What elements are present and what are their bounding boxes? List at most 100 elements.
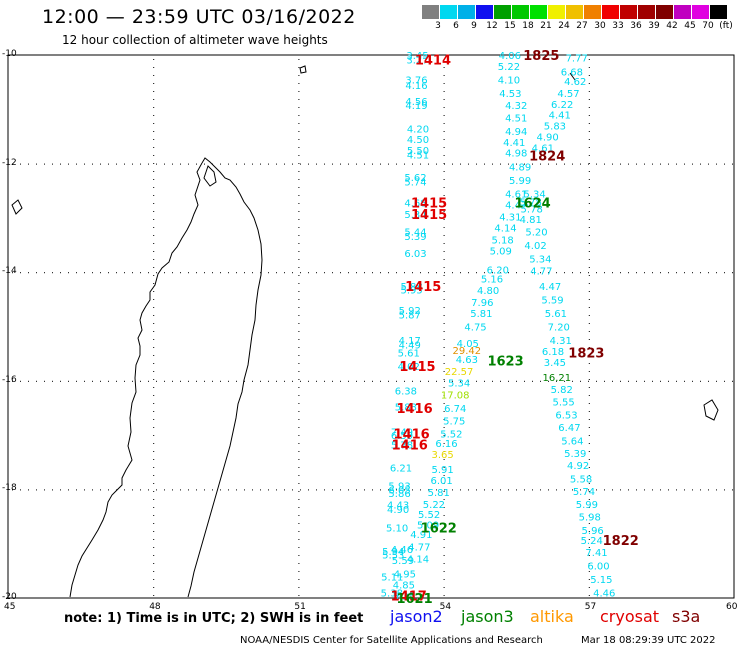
grid-dot — [116, 272, 117, 274]
grid-dot — [356, 489, 357, 491]
grid-dot — [220, 272, 221, 274]
grid-dot — [588, 579, 590, 580]
wave-height-value: 4.90 — [537, 132, 559, 143]
wave-height-value: 5.18 — [492, 236, 514, 247]
grid-dot — [524, 380, 525, 382]
grid-dot — [443, 547, 445, 548]
grid-dot — [348, 272, 349, 274]
grid-dot — [153, 539, 155, 540]
grid-dot — [92, 163, 93, 165]
grid-dot — [588, 123, 590, 124]
grid-dot — [628, 380, 629, 382]
grid-dot — [443, 179, 445, 180]
grid-dot — [153, 523, 155, 524]
colorbar-label: 3 — [435, 21, 441, 31]
grid-dot — [444, 489, 445, 491]
grid-dot — [443, 243, 445, 244]
grid-dot — [156, 272, 157, 274]
grid-dot — [452, 489, 453, 491]
grid-dot — [588, 380, 589, 382]
grid-dot — [298, 403, 300, 404]
grid-dot — [468, 380, 469, 382]
wave-height-value: 6.68 — [561, 67, 583, 78]
grid-dot — [153, 411, 155, 412]
grid-dot — [604, 163, 605, 165]
grid-dot — [668, 272, 669, 274]
grid-dot — [708, 163, 709, 165]
grid-dot — [588, 355, 590, 356]
grid-dot — [668, 163, 669, 165]
grid-dot — [428, 380, 429, 382]
grid-dot — [564, 163, 565, 165]
grid-dot — [356, 380, 357, 382]
wave-height-value: 5.86 — [388, 489, 410, 500]
wave-height-value: 4.41 — [503, 138, 525, 149]
grid-dot — [153, 555, 155, 556]
grid-dot — [298, 363, 300, 364]
grid-dot — [298, 523, 300, 524]
grid-dot — [443, 187, 445, 188]
grid-dot — [524, 163, 525, 165]
grid-dot — [212, 489, 213, 491]
pass-time-label: 1824 — [529, 149, 565, 164]
wave-height-value: 6.47 — [558, 423, 580, 434]
colorbar-swatch — [440, 5, 457, 19]
grid-dot — [156, 489, 157, 491]
grid-dot — [620, 272, 621, 274]
wave-height-value: 4.91 — [410, 530, 432, 541]
grid-dot — [324, 163, 325, 165]
grid-dot — [153, 243, 155, 244]
grid-dot — [443, 387, 445, 388]
grid-dot — [732, 272, 733, 274]
wave-height-value: 5.34 — [523, 189, 545, 200]
grid-dot — [298, 579, 300, 580]
longitude-label: 45 — [4, 602, 16, 612]
grid-dot — [298, 275, 300, 276]
grid-dot — [156, 380, 157, 382]
grid-dot — [492, 272, 493, 274]
wave-height-value: 5.52 — [418, 510, 440, 521]
grid-dot — [636, 272, 637, 274]
grid-dot — [443, 475, 445, 476]
grid-dot — [443, 379, 445, 380]
wave-height-value: 5.39 — [404, 232, 426, 243]
grid-dot — [588, 275, 590, 276]
grid-dot — [324, 380, 325, 382]
wave-height-value: 4.61 — [505, 189, 527, 200]
grid-dot — [604, 489, 605, 491]
grid-dot — [404, 380, 405, 382]
grid-dot — [153, 307, 155, 308]
wave-height-value: 5.82 — [551, 385, 573, 396]
grid-dot — [588, 387, 590, 388]
grid-dot — [44, 489, 45, 491]
grid-dot — [564, 489, 565, 491]
grid-dot — [372, 272, 373, 274]
grid-dot — [228, 489, 229, 491]
colorbar-label: 70 — [702, 21, 714, 31]
grid-dot — [468, 272, 469, 274]
grid-dot — [298, 387, 300, 388]
grid-dot — [412, 489, 413, 491]
grid-dot — [460, 380, 461, 382]
grid-dot — [298, 171, 300, 172]
grid-dot — [588, 499, 590, 500]
grid-dot — [252, 272, 253, 274]
grid-dot — [298, 371, 300, 372]
wave-height-value: 5.10 — [386, 523, 408, 534]
wave-height-value: 6.18 — [542, 347, 564, 358]
grid-dot — [292, 272, 293, 274]
grid-dot — [298, 515, 300, 516]
grid-dot — [348, 380, 349, 382]
wave-height-value: 6.03 — [404, 249, 426, 260]
grid-dot — [572, 272, 573, 274]
grid-dot — [153, 123, 155, 124]
colorbar-label: 42 — [666, 21, 678, 31]
wave-height-value: 5.87 — [399, 311, 421, 322]
grid-dot — [692, 272, 693, 274]
grid-dot — [588, 339, 590, 340]
grid-dot — [443, 491, 445, 492]
grid-dot — [396, 272, 397, 274]
grid-dot — [644, 272, 645, 274]
wave-height-value: 5.44 — [404, 227, 426, 238]
grid-dot — [588, 163, 590, 164]
